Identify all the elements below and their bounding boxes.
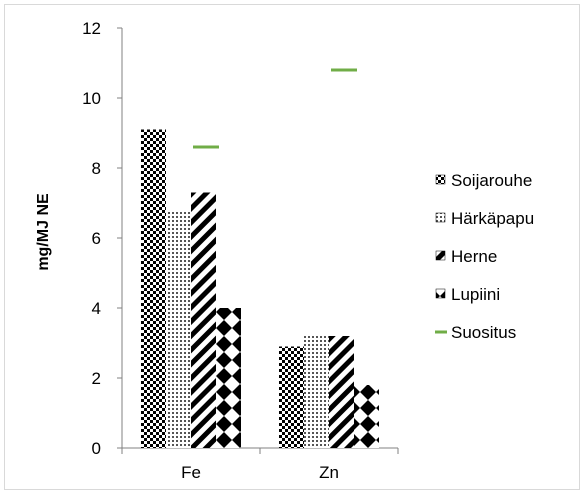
legend-label: Herne: [451, 247, 497, 266]
y-axis-label: mg/MJ NE: [35, 193, 52, 271]
legend-label: Suositus: [451, 323, 516, 342]
bar-soijarouhe-fe: [141, 129, 166, 448]
legend-swatch-lupiini: [435, 288, 446, 299]
x-tick-label: Zn: [319, 463, 339, 482]
y-axis: 0 2 4 6 8 10 12: [82, 19, 123, 458]
bar-herne-fe: [191, 192, 216, 448]
bar-lupiini-zn: [354, 385, 379, 448]
bar-härkäpapu-fe: [166, 210, 191, 448]
y-tick-label: 2: [92, 369, 101, 388]
x-tick-label: Fe: [181, 463, 201, 482]
recommendation-markers: [193, 68, 357, 149]
bars: [141, 129, 379, 448]
legend: Soijarouhe Härkäpapu Herne Lupiini Suositus: [435, 171, 534, 342]
legend-label: Soijarouhe: [451, 171, 532, 190]
legend-swatch-soijarouhe: [435, 174, 446, 185]
y-tick-label: 10: [82, 89, 101, 108]
y-tick-label: 4: [92, 299, 101, 318]
legend-label: Lupiini: [451, 285, 500, 304]
bar-herne-zn: [329, 336, 354, 448]
y-tick-label: 0: [92, 439, 101, 458]
y-tick-label: 6: [92, 229, 101, 248]
bar-soijarouhe-zn: [279, 346, 304, 448]
bar-lupiini-fe: [216, 308, 241, 448]
y-tick-label: 12: [82, 19, 101, 38]
legend-swatch-herne: [435, 250, 446, 261]
bar-härkäpapu-zn: [304, 336, 329, 448]
x-axis: Fe Zn: [121, 447, 399, 482]
y-tick-label: 8: [92, 159, 101, 178]
legend-swatch-härkäpapu: [435, 212, 446, 223]
legend-label: Härkäpapu: [451, 209, 534, 228]
